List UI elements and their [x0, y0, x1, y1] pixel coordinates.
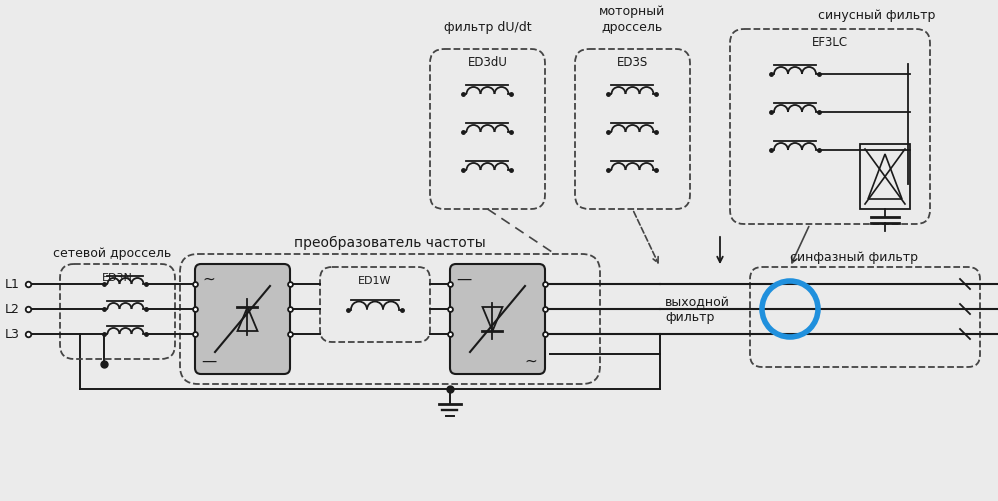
- Text: L1: L1: [5, 278, 20, 291]
- Text: ~: ~: [203, 271, 216, 286]
- Text: выходной
фильтр: выходной фильтр: [665, 296, 730, 323]
- Text: —: —: [202, 353, 217, 368]
- FancyBboxPatch shape: [450, 265, 545, 374]
- Text: моторный
дроссель: моторный дроссель: [600, 6, 666, 35]
- Text: EF3LC: EF3LC: [812, 37, 848, 50]
- Text: ED3S: ED3S: [617, 57, 648, 69]
- Text: ED1W: ED1W: [358, 276, 392, 286]
- Text: преобразователь частоты: преобразователь частоты: [294, 235, 486, 249]
- Text: L3: L3: [5, 328, 20, 341]
- Text: ED3dU: ED3dU: [467, 57, 507, 69]
- Text: L2: L2: [5, 303, 20, 316]
- Text: синфазный фильтр: синфазный фильтр: [790, 251, 918, 264]
- Bar: [860, 145, 910, 209]
- Text: фильтр dU/dt: фильтр dU/dt: [444, 22, 531, 35]
- Text: сетевой дроссель: сетевой дроссель: [53, 246, 172, 259]
- Text: ~: ~: [525, 353, 537, 368]
- Text: ED3N: ED3N: [102, 273, 133, 283]
- Text: синусный фильтр: синусный фильтр: [817, 9, 935, 22]
- Text: —: —: [456, 271, 472, 286]
- FancyBboxPatch shape: [195, 265, 290, 374]
